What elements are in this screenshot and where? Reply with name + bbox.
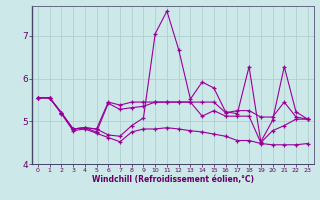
X-axis label: Windchill (Refroidissement éolien,°C): Windchill (Refroidissement éolien,°C) [92,175,254,184]
